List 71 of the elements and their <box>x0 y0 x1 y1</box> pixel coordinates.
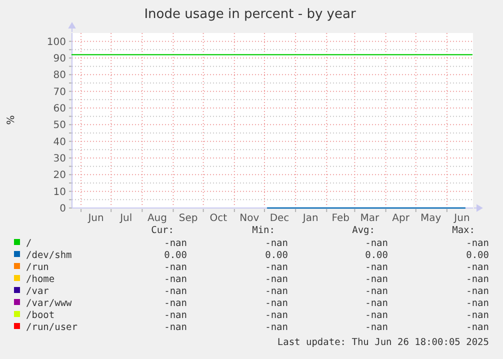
text: -nan <box>365 238 388 249</box>
text: Cur: <box>151 225 174 236</box>
text: -nan <box>466 262 489 273</box>
y-tick-label: 70 <box>53 86 66 98</box>
text: Min: <box>252 225 275 236</box>
text: -nan <box>365 298 388 309</box>
y-tick-label: 40 <box>53 136 66 148</box>
text: -nan <box>365 274 388 285</box>
text: -nan <box>164 298 187 309</box>
text: -nan <box>265 286 288 297</box>
text: -nan <box>265 262 288 273</box>
text: -nan <box>365 310 388 321</box>
text: -nan <box>164 238 187 249</box>
text: 0.00 <box>164 250 188 261</box>
y-tick-label: 100 <box>46 36 66 48</box>
text: Max: <box>452 225 475 236</box>
text: -nan <box>466 322 489 333</box>
text: -nan <box>265 238 288 249</box>
y-tick-label: 60 <box>53 104 66 114</box>
text: Last update: Thu Jun 26 18:00:05 2025 <box>277 337 489 348</box>
x-tick-label: Feb <box>332 213 350 224</box>
y-axis-title: % <box>6 115 17 125</box>
y-tick-label: 80 <box>53 70 66 82</box>
x-tick-label: May <box>420 213 442 224</box>
legend-label: /dev/shm <box>26 250 72 261</box>
legend-label: /var <box>26 286 50 297</box>
y-tick-label: 90 <box>53 54 66 64</box>
legend-label: /home <box>26 274 55 285</box>
text: -nan <box>164 274 187 285</box>
text: -nan <box>365 286 388 297</box>
text: -nan <box>265 322 288 333</box>
text: -nan <box>466 310 489 321</box>
legend-label: /run <box>26 262 49 273</box>
x-tick-label: Oct <box>210 213 228 224</box>
legend-label: /var/www <box>26 298 72 309</box>
text: 0.00 <box>365 250 388 261</box>
text: -nan <box>164 322 187 333</box>
x-tick-label: Nov <box>240 213 260 224</box>
text: -nan <box>164 262 187 273</box>
y-tick-label: 50 <box>53 120 66 132</box>
x-tick-label: Jun <box>453 213 470 224</box>
x-tick-label: Aug <box>147 213 167 224</box>
text: -nan <box>365 322 388 333</box>
x-tick-label: Jun <box>87 213 104 224</box>
y-tick-label: 10 <box>53 186 66 198</box>
text: -nan <box>265 310 288 321</box>
text: -nan <box>365 262 388 273</box>
legend-label: /boot <box>26 310 55 321</box>
y-tick-label: 30 <box>53 154 66 164</box>
text: -nan <box>466 286 489 297</box>
x-tick-label: Jul <box>119 213 132 224</box>
text: -nan <box>466 298 489 309</box>
legend-label: / <box>26 238 32 249</box>
x-tick-label: Jan <box>302 213 318 224</box>
x-tick-label: Mar <box>360 213 380 224</box>
text: Avg: <box>352 225 375 236</box>
x-tick-label: Dec <box>270 213 290 224</box>
text: -nan <box>164 310 187 321</box>
y-tick-label: 20 <box>53 170 66 182</box>
x-tick-label: Apr <box>392 213 410 224</box>
text: -nan <box>466 238 489 249</box>
legend-label: /run/user <box>26 322 78 333</box>
text: -nan <box>164 286 187 297</box>
text: -nan <box>265 274 288 285</box>
text: -nan <box>265 298 288 309</box>
chart-title: Inode usage in percent - by year <box>144 7 356 22</box>
text: -nan <box>466 274 489 285</box>
text: 0.00 <box>466 250 490 261</box>
text: 0.00 <box>265 250 288 261</box>
x-tick-label: Sep <box>178 213 198 224</box>
y-tick-label: 0 <box>60 204 66 214</box>
